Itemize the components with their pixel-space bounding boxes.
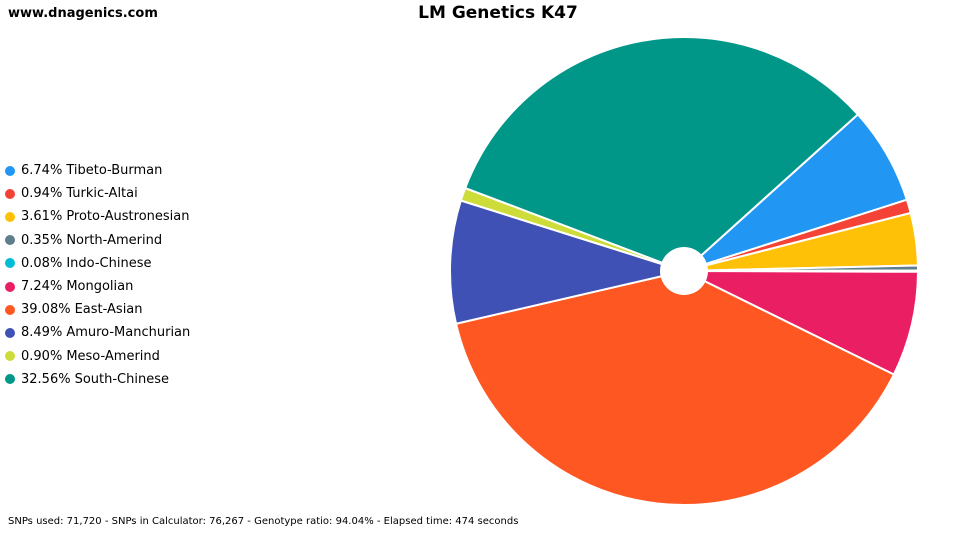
legend-label: North-Amerind: [66, 232, 163, 248]
legend-item[interactable]: 6.74% Tibeto-Burman: [5, 159, 190, 182]
legend-percent: 7.24%: [21, 279, 63, 295]
legend-item[interactable]: 0.35% North-Amerind: [5, 229, 190, 252]
legend-marker: [5, 258, 15, 269]
legend-item[interactable]: 0.94% Turkic-Altai: [5, 182, 190, 205]
legend-label: Amuro-Manchurian: [66, 325, 191, 341]
legend-percent: 3.61%: [21, 209, 63, 225]
legend-percent: 0.35%: [21, 232, 63, 248]
legend-label: Tibeto-Burman: [66, 163, 163, 179]
legend-percent: 0.90%: [21, 348, 63, 364]
legend-label: East-Asian: [74, 302, 143, 318]
legend-percent: 32.56%: [21, 371, 71, 387]
legend-percent: 8.49%: [21, 325, 63, 341]
legend-item[interactable]: 8.49% Amuro-Manchurian: [5, 321, 190, 344]
legend-marker: [5, 351, 15, 362]
pie-slice-amuro-manchurian[interactable]: [449, 199, 685, 325]
legend-marker: [5, 374, 15, 385]
legend-label: Meso-Amerind: [66, 348, 160, 364]
legend-label: Proto-Austronesian: [66, 209, 190, 225]
pie-slice-south-chinese[interactable]: [464, 36, 859, 272]
pie-center-hole: [660, 247, 708, 295]
site-url: www.dnagenics.com: [8, 6, 158, 21]
legend-marker: [5, 211, 15, 222]
legend-item[interactable]: 39.08% East-Asian: [5, 298, 190, 321]
legend-item[interactable]: 0.08% Indo-Chinese: [5, 252, 190, 275]
legend-percent: 0.08%: [21, 255, 63, 271]
legend-percent: 39.08%: [21, 302, 71, 318]
legend-marker: [5, 327, 15, 338]
legend-item[interactable]: 3.61% Proto-Austronesian: [5, 205, 190, 228]
legend-label: Indo-Chinese: [66, 255, 152, 271]
legend-marker: [5, 235, 15, 246]
chart-title: LM Genetics K47: [418, 3, 578, 23]
legend-marker: [5, 165, 15, 176]
legend-marker: [5, 188, 15, 199]
legend-percent: 0.94%: [21, 186, 63, 202]
pie-slice-east-asian[interactable]: [455, 270, 895, 506]
legend-label: South-Chinese: [74, 371, 169, 387]
legend-item[interactable]: 7.24% Mongolian: [5, 275, 190, 298]
legend-item[interactable]: 32.56% South-Chinese: [5, 368, 190, 391]
legend: 6.74% Tibeto-Burman 0.94% Turkic-Altai 3.61%…: [5, 159, 190, 391]
footer-stats: SNPs used: 71,720 - SNPs in Calculator: …: [8, 516, 519, 527]
pie-slice-mongolian[interactable]: [683, 270, 919, 376]
legend-item[interactable]: 0.90% Meso-Amerind: [5, 345, 190, 368]
legend-label: Turkic-Altai: [66, 186, 138, 202]
legend-marker: [5, 304, 15, 315]
legend-label: Mongolian: [66, 279, 134, 295]
legend-percent: 6.74%: [21, 163, 63, 179]
legend-marker: [5, 281, 15, 292]
